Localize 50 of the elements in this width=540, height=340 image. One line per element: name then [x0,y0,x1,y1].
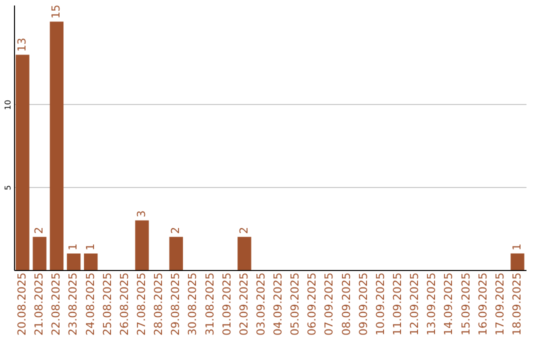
data-label: 2 [32,226,46,234]
data-label: 1 [66,243,80,250]
x-tick-label: 10.09.2025 [374,272,387,336]
x-tick-label: 11.09.2025 [391,272,404,336]
x-tick-label: 06.09.2025 [306,272,319,336]
data-label: 2 [169,226,182,234]
bar [50,22,64,270]
x-tick-label: 05.09.2025 [288,272,302,336]
x-tick-label: 30.08.2025 [186,272,200,336]
data-label: 13 [16,38,29,52]
data-label: 1 [84,243,97,250]
x-tick-label: 20.08.2025 [16,272,29,336]
x-tick-label: 29.08.2025 [169,272,182,336]
bar [84,253,98,270]
data-label: 15 [50,4,63,19]
x-tick-label: 07.09.2025 [322,272,336,336]
x-tick-label: 31.08.2025 [203,272,216,336]
x-tick-label: 15.09.2025 [459,272,472,336]
x-tick-label: 09.09.2025 [356,272,370,336]
x-tick-label: 02.09.2025 [237,272,250,336]
x-tick-label: 23.08.2025 [66,272,80,336]
x-tick-label: 27.08.2025 [135,272,148,336]
x-tick-label: 26.08.2025 [118,272,131,336]
bar [66,253,81,270]
x-tick-label: 22.08.2025 [50,272,63,336]
x-tick-label: 01.09.2025 [220,272,234,336]
bar [238,236,252,270]
x-tick-label: 08.09.2025 [340,272,353,336]
x-tick-label: 13.09.2025 [425,272,438,336]
x-tick-label: 04.09.2025 [272,272,285,336]
x-tick-label: 16.09.2025 [476,272,490,336]
y-tick-label: 10 [4,100,12,110]
x-tick-label: 21.08.2025 [32,272,46,336]
bar [135,220,149,270]
x-tick-label: 28.08.2025 [152,272,166,336]
x-tick-label: 14.09.2025 [442,272,456,336]
x-tick-label: 18.09.2025 [510,272,524,336]
data-label: 3 [135,210,148,218]
data-label: 1 [510,243,524,250]
bar [32,236,46,270]
x-tick-label: 03.09.2025 [254,272,268,336]
y-tick-label: 5 [4,185,12,190]
bar [169,236,183,270]
x-tick-label: 25.08.2025 [100,272,114,336]
x-tick-label: 12.09.2025 [408,272,422,336]
bar [510,253,524,270]
data-label: 2 [237,226,250,234]
bar [16,54,30,270]
x-tick-label: 24.08.2025 [84,272,97,336]
x-tick-label: 17.09.2025 [493,272,506,336]
